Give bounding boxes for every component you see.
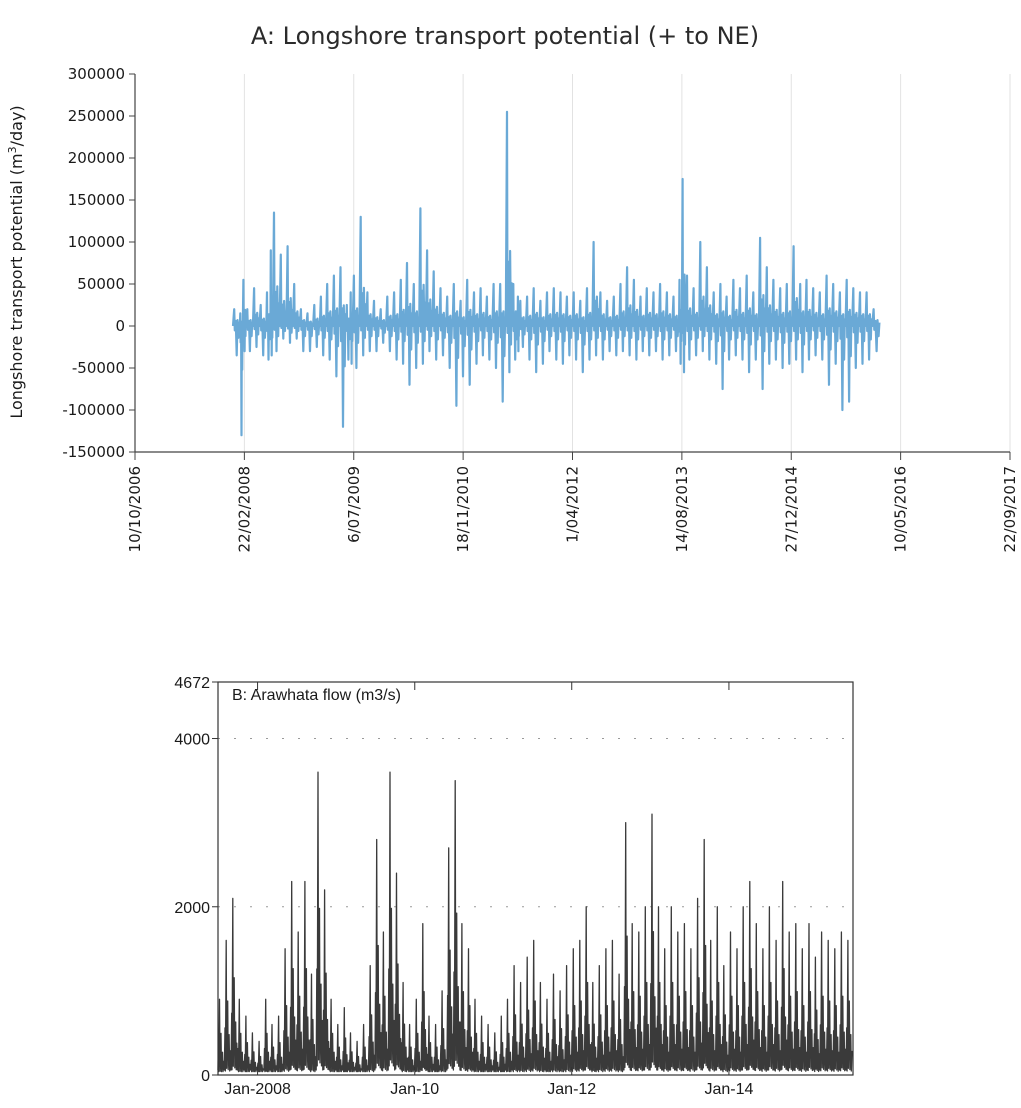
chart-b-title: B: Arawhata flow (m3/s) — [232, 687, 401, 704]
chart-b-y-tick-label: 4672 — [174, 675, 210, 692]
chart-a-x-tick-label: 18/11/2010 — [454, 466, 472, 552]
chart-b-x-tick-label: Jan-2008 — [224, 1081, 291, 1098]
chart-a-y-tick-label: 50000 — [77, 275, 125, 293]
chart-b-y-ticks: 0 2000 4000 4672 — [174, 675, 210, 1085]
chart-a-y-ticks: -150000 -100000 -50000 0 50000 100000 150000 20… — [62, 65, 125, 461]
chart-a-x-tick-label: 10/10/2006 — [126, 466, 144, 552]
chart-b-x-tick-label: Jan-14 — [704, 1081, 753, 1098]
chart-a-y-axis-label: Longshore transport potential (m3/day) — [6, 105, 26, 418]
chart-a-x-tick-label: 6/07/2009 — [345, 466, 363, 543]
chart-a-y-tick-label: -50000 — [72, 359, 125, 377]
chart-a-axes — [129, 73, 1011, 460]
chart-a-y-tick-label: 0 — [115, 317, 125, 335]
chart-a-x-tick-label: 1/04/2012 — [564, 466, 582, 543]
chart-b-series-line — [217, 771, 853, 1073]
chart-b-frame — [217, 681, 854, 1076]
chart-b-x-tick-label: Jan-12 — [547, 1081, 596, 1098]
chart-b: B: Arawhata flow (m3/s) 0 2000 4000 4672 Ja… — [174, 675, 854, 1098]
chart-a-y-tick-label: -150000 — [62, 443, 125, 461]
chart-a-title: A: Longshore transport potential (+ to N… — [251, 22, 759, 50]
chart-a-y-tick-label: 200000 — [68, 149, 125, 167]
chart-a-y-tick-label: -100000 — [62, 401, 125, 419]
chart-a-y-tick-label: 100000 — [68, 233, 125, 251]
chart-a-x-tick-label: 27/12/2014 — [782, 466, 800, 552]
chart-a-x-tick-label: 22/02/2008 — [235, 466, 253, 552]
chart-a-series-line — [231, 110, 881, 437]
chart-b-x-ticks: Jan-2008 Jan-10 Jan-12 Jan-14 — [224, 1081, 753, 1098]
chart-a: A: Longshore transport potential (+ to N… — [6, 22, 1019, 552]
chart-a-y-tick-label: 300000 — [68, 65, 125, 83]
chart-b-y-tick-label: 0 — [201, 1068, 210, 1085]
chart-b-series — [217, 771, 853, 1073]
chart-a-y-tick-label: 250000 — [68, 107, 125, 125]
chart-a-x-tick-label: 14/08/2013 — [673, 466, 691, 552]
chart-a-y-tick-label: 150000 — [68, 191, 125, 209]
chart-b-x-tick-label: Jan-10 — [390, 1081, 439, 1098]
chart-b-y-tick-label: 4000 — [174, 732, 210, 749]
chart-b-axes — [212, 681, 854, 1076]
chart-b-gridlines — [218, 738, 853, 908]
chart-a-x-tick-label: 22/09/2017 — [1001, 466, 1019, 552]
chart-a-x-tick-label: 10/05/2016 — [892, 466, 910, 552]
chart-a-x-ticks: 10/10/2006 22/02/2008 6/07/2009 18/11/2010 1… — [126, 466, 1019, 552]
chart-a-series — [231, 110, 881, 437]
chart-b-y-tick-label: 2000 — [174, 900, 210, 917]
